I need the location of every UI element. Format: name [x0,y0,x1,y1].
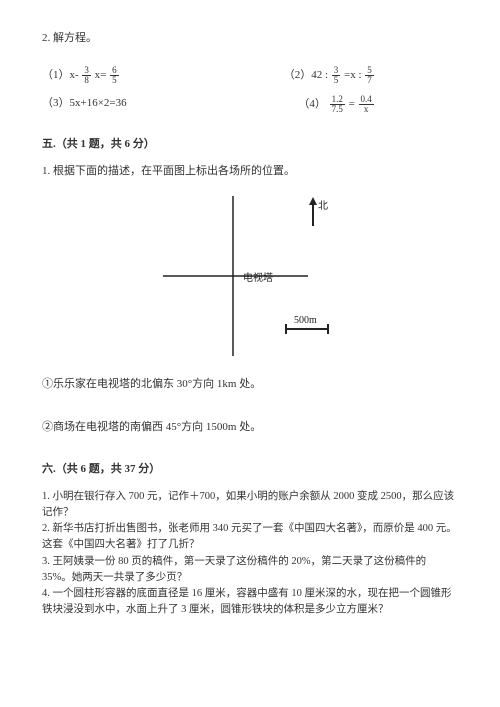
eq4-pre: （4） [298,98,326,110]
section-6-head: 六.（共 6 题，共 37 分） [42,461,458,479]
equation-row-1: （1）x- 38 x= 65 （2）42 : 35 =x : 57 [42,66,375,85]
eq4-f2-den: x [359,105,374,114]
eq2-f2-den: 7 [365,76,374,85]
s5-q1: 1. 根据下面的描述，在平面图上标出各场所的位置。 [42,163,458,181]
problem-2-title: 2. 解方程。 [42,30,458,48]
eq2-frac2: 57 [365,66,374,85]
s5-sub1: ①乐乐家在电视塔的北偏东 30°方向 1km 处。 [42,376,458,394]
svg-text:500m: 500m [294,315,317,326]
svg-text:电视塔: 电视塔 [243,271,273,284]
section-5-head: 五.（共 1 题，共 6 分） [42,136,458,154]
eq-1: （1）x- 38 x= 65 [42,66,120,85]
eq2-f1-den: 5 [332,76,341,85]
s5-sub2: ②商场在电视塔的南偏西 45°方向 1500m 处。 [42,419,458,437]
eq1-pre: （1）x- [42,69,81,81]
eq2-frac1: 35 [332,66,341,85]
eq4-frac1: 1.27.5 [330,95,345,114]
eq1-f1-den: 8 [82,76,91,85]
svg-text:北: 北 [318,200,328,212]
eq2-mid: =x : [344,69,364,81]
s6-q2: 2. 新华书店打折出售图书，张老师用 340 元买了一套《中国四大名著》，而原价… [42,521,458,554]
eq1-f2-den: 5 [110,76,119,85]
s6-q3: 3. 王阿姨录一份 80 页的稿件，第一天录了这份稿件的 20%，第二天录了这份… [42,554,458,587]
equation-row-2: （3）5x+16×2=36 （4） 1.27.5 = 0.4x [42,95,375,114]
map-diagram: 北电视塔 500m [42,191,458,356]
s6-q1: 1. 小明在银行存入 700 元，记作＋700，如果小明的账户余额从 2000 … [42,489,458,522]
eq1-frac2: 65 [110,66,119,85]
map-svg: 北电视塔 500m [158,191,343,356]
eq-3: （3）5x+16×2=36 [42,95,127,114]
eq1-frac1: 38 [82,66,91,85]
s6-q4: 4. 一个圆柱形容器的底面直径是 16 厘米，容器中盛有 10 厘米深的水，现在… [42,586,458,619]
eq-2: （2）42 : 35 =x : 57 [284,66,375,85]
eq4-f1-den: 7.5 [330,105,345,114]
eq-4: （4） 1.27.5 = 0.4x [298,95,374,114]
eq2-pre: （2）42 : [284,69,331,81]
eq4-mid: = [349,98,358,110]
eq4-frac2: 0.4x [359,95,374,114]
eq1-mid: x= [95,69,109,81]
